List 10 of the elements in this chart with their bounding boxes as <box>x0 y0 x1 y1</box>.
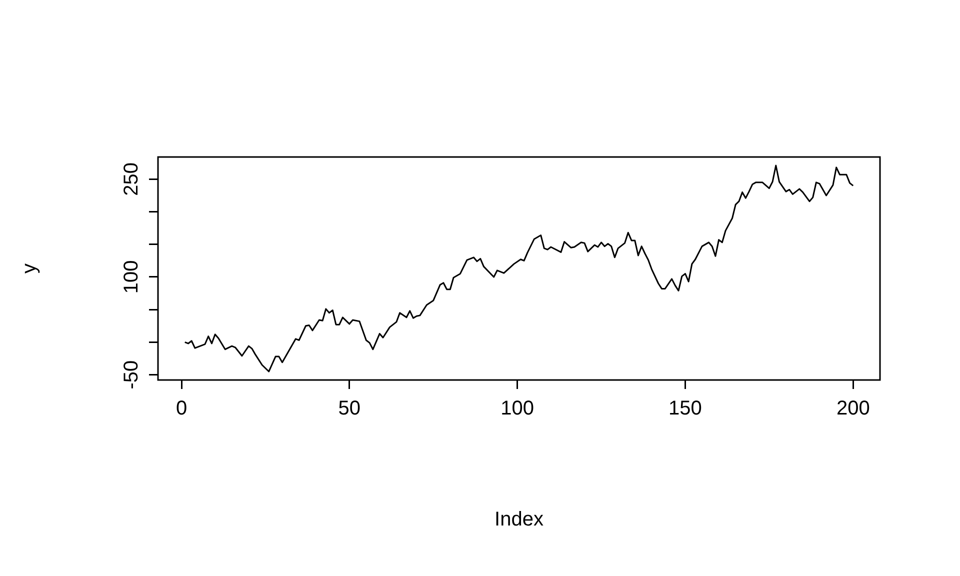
x-axis-title: Index <box>494 508 544 531</box>
x-tick-label: 0 <box>176 398 188 420</box>
x-tick-label: 100 <box>500 398 534 420</box>
y-axis-title: y <box>18 264 41 274</box>
y-tick-label: 250 <box>120 162 143 196</box>
y-tick-label: 100 <box>120 260 143 294</box>
x-tick-label: 150 <box>668 398 702 420</box>
y-tick-label: -50 <box>120 360 143 390</box>
x-tick-label: 50 <box>338 398 361 420</box>
x-tick-label: 200 <box>836 398 870 420</box>
